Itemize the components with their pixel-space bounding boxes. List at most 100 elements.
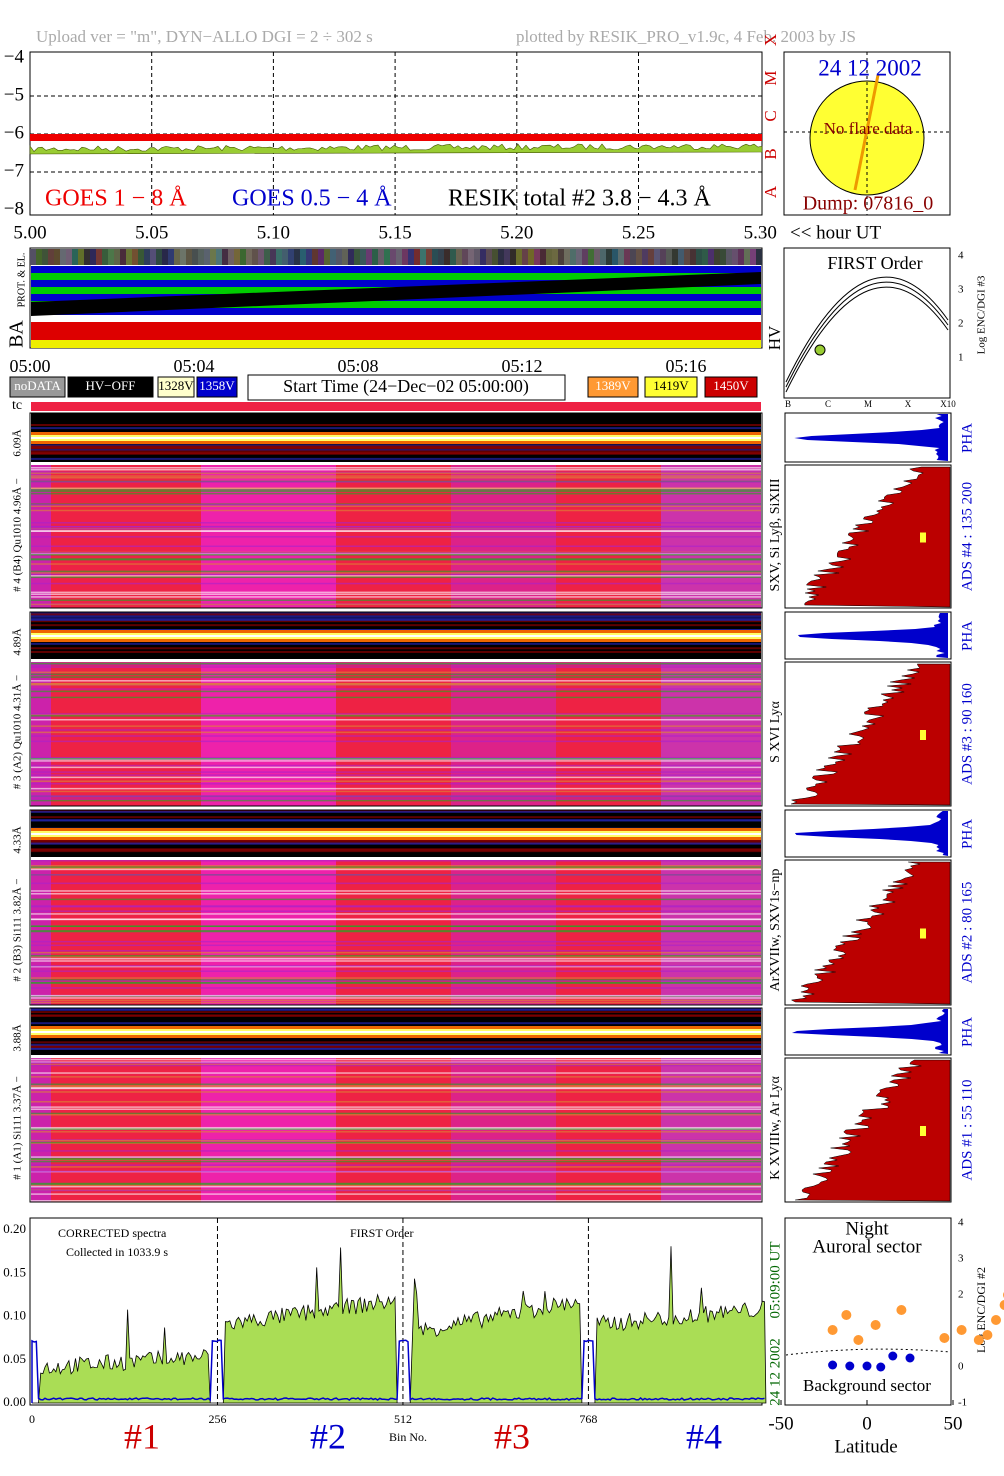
frame (784, 1217, 952, 1406)
spec-stripe (31, 1185, 761, 1188)
spec-stripe (31, 1108, 761, 1110)
spec-stripe (31, 522, 761, 524)
label: #1 (124, 1416, 160, 1456)
auroral-dot (939, 1333, 950, 1343)
noise (31, 617, 761, 620)
noise (31, 650, 761, 653)
prot-strip (372, 249, 378, 265)
spec-stripe (31, 468, 761, 471)
prot-strip (624, 249, 630, 265)
noise (31, 1014, 761, 1017)
spec-stripe (31, 1062, 761, 1064)
spec-stripe (31, 1166, 761, 1168)
label: −7 (4, 160, 24, 181)
label: 2 (958, 1289, 964, 1301)
prot-strip (702, 249, 708, 265)
auroral-dot (982, 1330, 993, 1340)
prot-strip (282, 249, 288, 265)
label: #3 (494, 1416, 530, 1456)
prot-strip (246, 249, 252, 265)
spec-stripe (31, 913, 761, 915)
spec-stripe (31, 987, 761, 989)
spectrum-blue (31, 1339, 765, 1403)
label: # 3 (A2) Qu1010 4.31Å − (12, 675, 24, 789)
spec-stripe (31, 893, 761, 895)
label: Latitude (834, 1436, 897, 1457)
spec-stripe (31, 505, 761, 508)
label: 5.10 (257, 222, 290, 243)
spectrum-area (32, 1246, 767, 1404)
noise (31, 1044, 761, 1047)
legend-box (67, 376, 154, 398)
spec-stripe (31, 467, 761, 469)
prot-strip (660, 249, 666, 265)
noise (31, 1041, 761, 1044)
label: 0 (958, 1361, 964, 1373)
prot-strip (360, 249, 366, 265)
spec-stripe (31, 489, 761, 491)
tc-strip (31, 402, 761, 411)
spec-stripe (31, 866, 761, 868)
label: 4 (958, 250, 964, 262)
spec-stripe (31, 729, 761, 731)
prot-strip (72, 249, 78, 265)
prot-strip (654, 249, 660, 265)
prot-strip (444, 249, 450, 265)
prot-strip (384, 249, 390, 265)
spec-stripe (31, 780, 761, 782)
label: Start Time (24−Dec−02 05:00:00) (283, 376, 529, 397)
prot-strip (708, 249, 714, 265)
label: 768 (579, 1412, 597, 1426)
spec-stripe (31, 599, 761, 601)
prot-strip (648, 249, 654, 265)
label: Log ENC/DGI #3 (976, 275, 988, 354)
label: C (825, 399, 831, 409)
el-strip (31, 266, 761, 273)
spec-block (336, 662, 451, 806)
prot-strip (42, 249, 48, 265)
prot-strip (126, 249, 132, 265)
prot-strip (240, 249, 246, 265)
prot-strip (450, 249, 456, 265)
prot-strip (144, 249, 150, 265)
spec-stripe (31, 965, 761, 967)
prot-strip (288, 249, 294, 265)
prot-strip (222, 249, 228, 265)
spec-stripe (31, 1164, 761, 1166)
legend-box (704, 376, 758, 398)
prot-strip (552, 249, 558, 265)
noise (31, 613, 761, 616)
prot-strip (300, 249, 306, 265)
spec-stripe (31, 558, 761, 560)
el-strip (31, 301, 761, 308)
spec-stripe (31, 492, 761, 495)
spec-stripe (31, 570, 761, 573)
prot-strip (714, 249, 720, 265)
spec-stripe (31, 758, 761, 760)
label: 5.05 (135, 222, 168, 243)
prot-strip (306, 249, 312, 265)
label: B (785, 399, 791, 409)
spec-stripe (31, 799, 761, 802)
noise (31, 1043, 761, 1046)
prot-strip (210, 249, 216, 265)
label: 05:00 (9, 356, 50, 376)
spec-stripe (31, 982, 761, 984)
prot-strip (318, 249, 324, 265)
spec-stripe (31, 955, 761, 957)
label: Bin No. (389, 1430, 427, 1444)
label: −4 (4, 46, 25, 67)
hv-curve (785, 286, 949, 393)
spec-stripe (31, 563, 761, 565)
background-dot (876, 1362, 886, 1372)
spec-stripe (31, 545, 761, 548)
spec-stripe (31, 925, 761, 928)
label: << hour UT (790, 222, 881, 243)
spec-stripe (31, 1189, 761, 1192)
prot-strip (720, 249, 726, 265)
spec-stripe (31, 1076, 761, 1078)
label: M (864, 399, 872, 409)
noise (31, 810, 761, 813)
ads-marker (920, 928, 926, 939)
prot-band (31, 272, 761, 316)
